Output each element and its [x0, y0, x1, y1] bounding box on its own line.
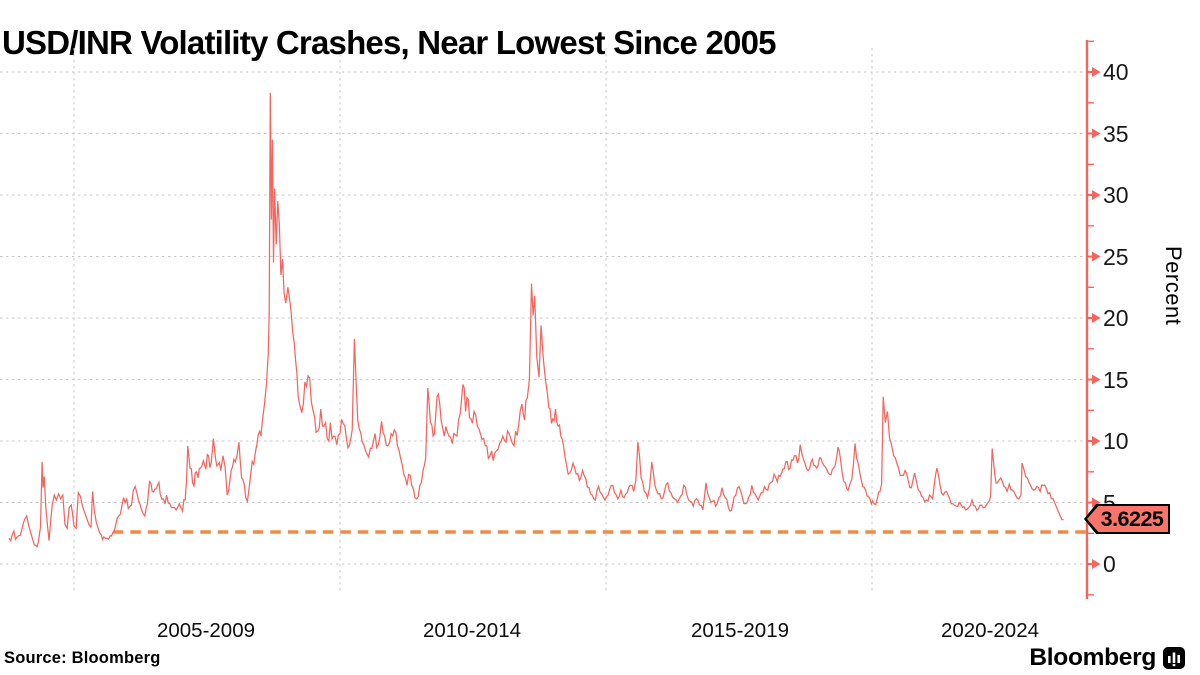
vertical-gridlines [73, 48, 873, 591]
y-tick-label-40: 40 [1103, 59, 1129, 85]
x-tick-label-2005-2009: 2005-2009 [156, 619, 256, 642]
x-tick-label-2015-2019: 2015-2019 [690, 619, 790, 642]
bloomberg-terminal-icon [1163, 647, 1185, 669]
y-tick-label-10: 10 [1103, 428, 1129, 454]
y-tick-label-30: 30 [1103, 182, 1129, 208]
source-note: Source: Bloomberg [4, 649, 161, 667]
last-value-label: 3.6225 [1100, 506, 1164, 531]
y-axis-tick-arrow [1092, 497, 1101, 508]
y-tick-label-35: 35 [1103, 120, 1129, 147]
last-value-tag: 3.6225 [1084, 504, 1170, 534]
y-axis-minor-ticks [1087, 40, 1094, 596]
y-tick-label-15: 15 [1103, 366, 1129, 393]
bloomberg-logo: Bloomberg [1029, 644, 1185, 672]
y-axis-tick-arrow [1092, 190, 1101, 200]
y-tick-label-20: 20 [1103, 305, 1129, 331]
y-axis-title: Percent [1161, 246, 1186, 326]
x-tick-label-2020-2024: 2020-2024 [940, 619, 1040, 642]
x-tick-label-2010-2014: 2010-2014 [422, 619, 522, 642]
last-value-tag-fill: 3.6225 [1087, 506, 1168, 532]
volatility-line [8, 92, 1064, 548]
y-tick-label-0: 0 [1103, 551, 1116, 577]
y-axis-tick-arrow [1092, 128, 1101, 139]
chart-title: USD/INR Volatility Crashes, Near Lowest … [2, 24, 777, 62]
horizontal-gridlines [0, 71, 1086, 565]
y-axis-major-ticks [1087, 71, 1093, 565]
y-axis-tick-arrow [1092, 374, 1101, 385]
y-axis-tick-arrow [1092, 559, 1101, 569]
y-tick-label-25: 25 [1103, 243, 1129, 270]
y-axis-tick-arrow [1092, 67, 1101, 77]
y-axis-tick-arrow [1092, 251, 1101, 262]
bloomberg-logo-text: Bloomberg [1029, 644, 1156, 671]
y-axis-tick-arrow [1092, 436, 1101, 446]
y-axis-tick-arrow [1092, 313, 1101, 323]
